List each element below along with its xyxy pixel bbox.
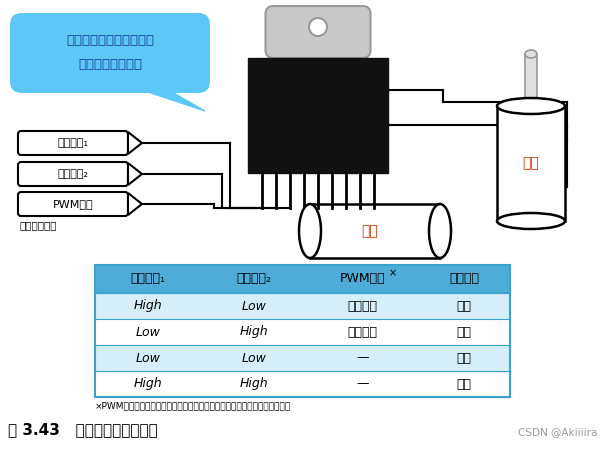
- Text: 停止: 停止: [457, 351, 472, 364]
- Text: 电机: 电机: [523, 156, 540, 170]
- Text: PWM端子: PWM端子: [340, 272, 385, 285]
- Text: High: High: [134, 377, 162, 391]
- Text: —: —: [356, 377, 369, 391]
- Bar: [497, 106, 565, 221]
- Bar: [95, 265, 510, 293]
- Text: 电池: 电池: [362, 224, 378, 238]
- Text: 正转: 正转: [457, 299, 472, 313]
- FancyBboxPatch shape: [18, 131, 128, 155]
- Text: Low: Low: [136, 326, 160, 339]
- Text: CSDN @Akiiiira: CSDN @Akiiiira: [518, 427, 597, 437]
- Text: 输出端子₁: 输出端子₁: [57, 138, 88, 148]
- Polygon shape: [128, 163, 142, 185]
- Text: 实际要以产品为准: 实际要以产品为准: [78, 59, 142, 72]
- Bar: [525, 54, 537, 106]
- Text: 图 3.43   电机驱动的使用方法: 图 3.43 电机驱动的使用方法: [8, 422, 158, 437]
- Text: —: —: [356, 351, 369, 364]
- Ellipse shape: [497, 213, 565, 229]
- Text: Low: Low: [136, 351, 160, 364]
- Text: 输出端子₂: 输出端子₂: [57, 169, 88, 179]
- FancyBboxPatch shape: [266, 6, 370, 58]
- Ellipse shape: [497, 98, 565, 114]
- Bar: [95, 319, 510, 345]
- FancyBboxPatch shape: [18, 162, 128, 186]
- Text: 输出端子₂: 输出端子₂: [236, 272, 271, 285]
- Bar: [310, 204, 440, 258]
- Text: 反转: 反转: [457, 326, 472, 339]
- Text: 该引脚的设置仅供参考，: 该引脚的设置仅供参考，: [66, 34, 154, 47]
- Text: ×: ×: [388, 268, 397, 278]
- Text: Low: Low: [241, 351, 266, 364]
- Text: Low: Low: [241, 299, 266, 313]
- Ellipse shape: [525, 50, 537, 58]
- Text: 输出端子₁: 输出端子₁: [131, 272, 165, 285]
- Polygon shape: [128, 193, 142, 215]
- Polygon shape: [128, 132, 142, 154]
- Text: ×PWM是把数字信号转换成模拟信号的方法之一（３．３４节有详细解说）。: ×PWM是把数字信号转换成模拟信号的方法之一（３．３４节有详细解说）。: [95, 401, 291, 410]
- Circle shape: [309, 18, 327, 36]
- FancyBboxPatch shape: [18, 192, 128, 216]
- Polygon shape: [145, 91, 205, 111]
- Bar: [95, 293, 510, 319]
- Text: High: High: [240, 326, 268, 339]
- Bar: [95, 265, 510, 397]
- Ellipse shape: [299, 204, 321, 258]
- Text: 微控制器端子: 微控制器端子: [20, 220, 57, 230]
- Text: 制动: 制动: [457, 377, 472, 391]
- Text: High: High: [240, 377, 268, 391]
- Text: High: High: [134, 299, 162, 313]
- Text: 旋转速度: 旋转速度: [348, 326, 378, 339]
- Text: 旋转速度: 旋转速度: [348, 299, 378, 313]
- Bar: [95, 371, 510, 397]
- Bar: [95, 345, 510, 371]
- Ellipse shape: [429, 204, 451, 258]
- Text: 电机旋转: 电机旋转: [450, 272, 479, 285]
- Text: PWM端子: PWM端子: [53, 199, 93, 209]
- FancyBboxPatch shape: [10, 13, 210, 93]
- Bar: [248, 58, 388, 173]
